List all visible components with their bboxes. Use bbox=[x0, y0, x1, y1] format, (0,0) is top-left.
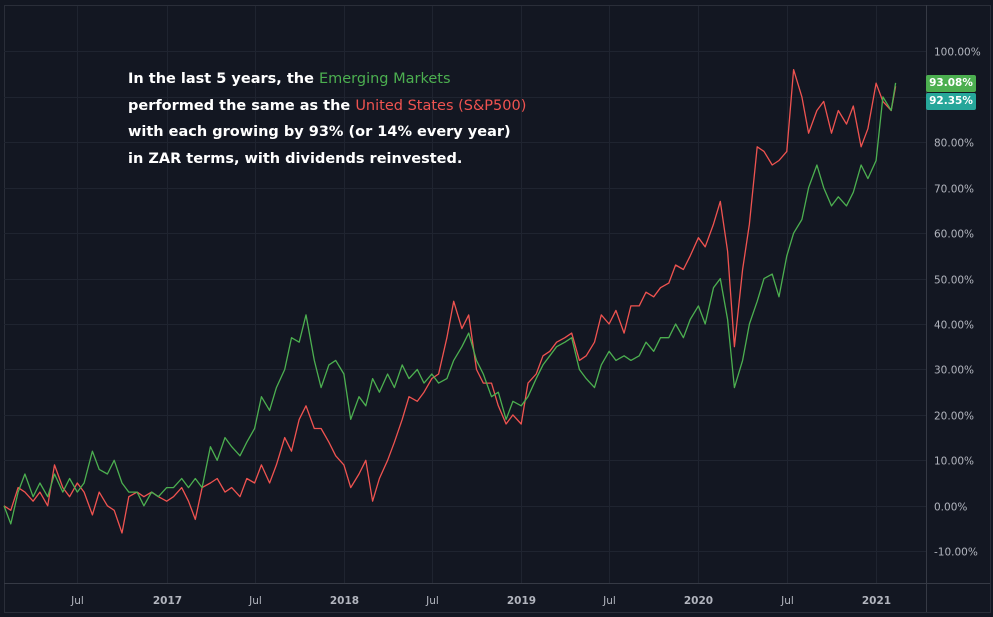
x-tick-label: 2018 bbox=[330, 595, 359, 607]
x-tick-label: Jul bbox=[70, 595, 84, 607]
x-tick-label: 2019 bbox=[507, 595, 536, 607]
emerging-markets-price-badge: 93.08% bbox=[926, 74, 976, 92]
x-tick-label: 2021 bbox=[862, 595, 891, 607]
x-tick-label: Jul bbox=[602, 595, 616, 607]
y-tick-label: 100.00% bbox=[934, 47, 981, 59]
x-tick-label: Jul bbox=[248, 595, 262, 607]
y-tick-label: 70.00% bbox=[934, 184, 974, 196]
y-tick-label: 30.00% bbox=[934, 365, 974, 377]
united-states-price-badge: 92.35% bbox=[926, 92, 976, 110]
y-tick-label: 50.00% bbox=[934, 275, 974, 287]
annotation-line-1: In the last 5 years, the Emerging Market… bbox=[128, 66, 526, 93]
annotation-line-4: in ZAR terms, with dividends reinvested. bbox=[128, 150, 463, 167]
chart-annotation: In the last 5 years, the Emerging Market… bbox=[128, 66, 526, 172]
annotation-united-states: United States (S&P500) bbox=[355, 97, 527, 114]
y-tick-label: 40.00% bbox=[934, 320, 974, 332]
y-tick-label: 20.00% bbox=[934, 411, 974, 423]
x-tick-label: Jul bbox=[780, 595, 794, 607]
y-tick-label: 60.00% bbox=[934, 229, 974, 241]
y-tick-label: 0.00% bbox=[934, 502, 967, 514]
y-tick-label: 10.00% bbox=[934, 456, 974, 468]
x-tick-label: 2020 bbox=[684, 595, 713, 607]
y-tick-label: -10.00% bbox=[934, 547, 978, 559]
y-tick-label: 80.00% bbox=[934, 138, 974, 150]
annotation-emerging-markets: Emerging Markets bbox=[318, 71, 451, 87]
annotation-line-2-prefix: performed the same as the bbox=[128, 97, 356, 114]
annotation-line-1-prefix: In the last 5 years, the bbox=[128, 71, 319, 87]
chart-frame bbox=[4, 5, 991, 613]
annotation-line-2: performed the same as the United States … bbox=[128, 93, 526, 120]
x-tick-label: 2017 bbox=[153, 595, 182, 607]
x-tick-label: Jul bbox=[425, 595, 439, 607]
emerging-markets-line bbox=[3, 82, 897, 525]
annotation-line-3: with each growing by 93% (or 14% every y… bbox=[128, 124, 511, 140]
